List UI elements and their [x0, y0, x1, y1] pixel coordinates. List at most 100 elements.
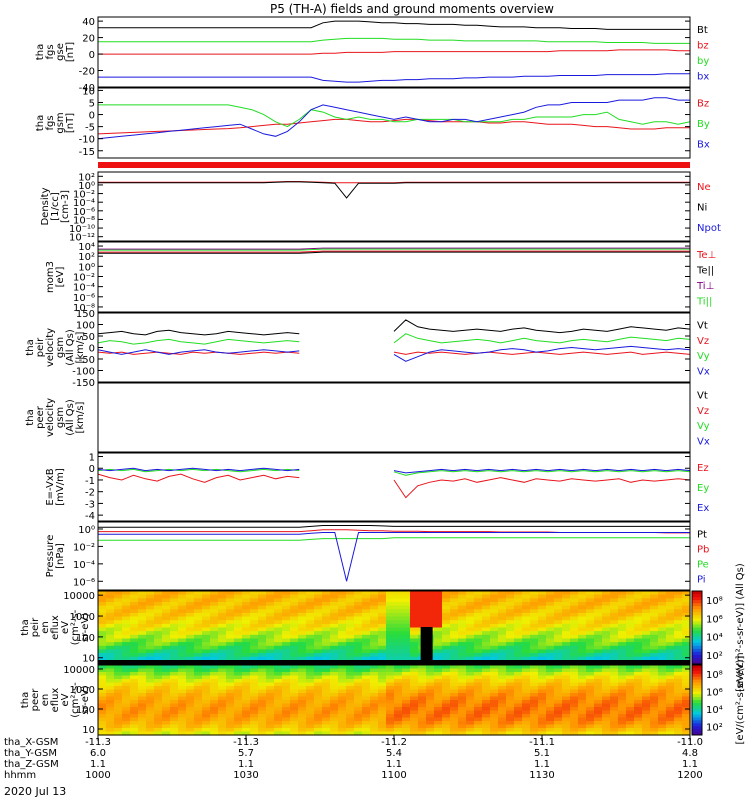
spectrogram-cell	[474, 620, 483, 625]
spectrogram-cell	[194, 634, 203, 640]
spectrogram-cell	[106, 696, 115, 701]
spectrogram-cell	[466, 693, 475, 698]
spectrogram-cell	[242, 649, 251, 654]
spectrogram-cell	[530, 616, 539, 621]
spectrogram-cell	[522, 675, 531, 680]
spectrogram-cell	[218, 665, 227, 670]
spectrogram-cell	[258, 682, 267, 687]
spectrogram-cell	[594, 665, 603, 670]
spectrogram-cell	[162, 623, 171, 629]
spectrogram-cell	[178, 668, 187, 673]
spectrogram-cell	[122, 602, 131, 607]
spectrogram-cell	[658, 700, 667, 705]
spectrogram-cell	[618, 668, 627, 673]
spectrogram-cell	[282, 686, 291, 691]
spectrogram-cell	[538, 623, 547, 629]
spectrogram-cell	[514, 703, 523, 708]
spectrogram-cell	[442, 627, 451, 632]
colorbar-segment	[692, 732, 702, 736]
spectrogram-cell	[250, 696, 259, 701]
spectrogram-cell	[314, 620, 323, 625]
spectrogram-cell	[546, 631, 555, 636]
spectrogram-cell	[514, 653, 523, 658]
spectrogram-cell	[466, 700, 475, 705]
mode-status-bar-fill	[98, 162, 690, 168]
panel-temperature: Te⊥Te||Ti⊥Ti||10⁴10²10⁰10⁻²10⁻⁴10⁻⁶10⁻⁸m…	[45, 241, 716, 314]
spectrogram-cell	[530, 700, 539, 705]
spectrogram-cell	[594, 631, 603, 636]
spectrogram-cell	[418, 665, 427, 670]
spectrogram-cell	[482, 700, 491, 705]
spectrogram-cell	[530, 645, 539, 651]
spectrogram-cell	[226, 653, 235, 658]
spectrogram-cell	[178, 710, 187, 715]
spectrogram-cell	[466, 609, 475, 614]
spectrogram-cell	[258, 634, 267, 640]
spectrogram-cell	[554, 594, 563, 599]
spectrogram-cell	[146, 602, 155, 607]
spectrogram-cell	[138, 707, 147, 712]
spectrogram-cell	[586, 672, 595, 677]
spectrogram-cell	[458, 721, 467, 726]
spectrogram-cell	[290, 634, 299, 640]
spectrogram-cell	[178, 609, 187, 614]
spectrogram-cell	[514, 721, 523, 726]
spectrogram-cell	[554, 602, 563, 607]
spectrogram-cell	[386, 602, 395, 607]
spectrogram-cell	[338, 686, 347, 691]
spectrogram-cell	[242, 693, 251, 698]
spectrogram-cell	[458, 594, 467, 599]
spectrogram-cell	[170, 609, 179, 614]
spectrogram-cell	[274, 679, 283, 684]
spectrogram-cell	[322, 707, 331, 712]
spectrogram-cell	[530, 714, 539, 719]
spectrogram-cell	[538, 682, 547, 687]
spectrogram-cell	[234, 634, 243, 640]
spectrogram-cell	[162, 645, 171, 651]
spectrogram-cell	[162, 693, 171, 698]
spectrogram-cell	[202, 638, 211, 643]
spectrogram-cell	[266, 724, 275, 729]
spectrogram-cell	[458, 638, 467, 643]
spectrogram-cell	[650, 707, 659, 712]
spectrogram-cell	[362, 696, 371, 701]
spectrogram-cell	[538, 631, 547, 636]
series-line-pressure-Pt	[98, 525, 690, 528]
spectrogram-cell	[362, 714, 371, 719]
spectrogram-cell	[290, 591, 299, 596]
spectrogram-cell	[562, 665, 571, 670]
spectrogram-cell	[578, 623, 587, 629]
spectrogram-cell	[114, 693, 123, 698]
spectrogram-cell	[210, 689, 219, 694]
legend-entry: Ey	[697, 483, 709, 494]
spectrogram-cell	[170, 620, 179, 625]
spectrogram-cell	[498, 598, 507, 603]
spectrogram-cell	[578, 609, 587, 614]
spectrogram-cell	[146, 627, 155, 632]
spectrogram-cell	[514, 689, 523, 694]
spectrogram-cell	[602, 682, 611, 687]
spectrogram-cell	[546, 620, 555, 625]
spectrogram-cell	[346, 602, 355, 607]
spectrogram-cell	[514, 724, 523, 729]
spectrogram-cell	[570, 675, 579, 680]
spectrogram-cell	[466, 656, 475, 661]
spectrogram-cell	[306, 616, 315, 621]
spectrogram-cell	[242, 675, 251, 680]
spectrogram-cell	[186, 717, 195, 722]
spectrogram-cell	[138, 714, 147, 719]
spectrogram-cell	[234, 642, 243, 647]
spectrogram-cell	[330, 605, 339, 610]
spectrogram-cell	[594, 710, 603, 715]
y-axis-label-line: gse	[55, 43, 66, 61]
spectrogram-cell	[658, 721, 667, 726]
spectrogram-cell	[474, 642, 483, 647]
spectrogram-cell	[602, 634, 611, 640]
spectrogram-cell	[586, 612, 595, 618]
spectrogram-cell	[250, 728, 259, 733]
spectrogram-cell	[218, 696, 227, 701]
spectrogram-cell	[410, 605, 419, 610]
spectrogram-cell	[354, 668, 363, 673]
spectrogram-cell	[154, 656, 163, 661]
spectrogram-cell	[642, 598, 651, 603]
